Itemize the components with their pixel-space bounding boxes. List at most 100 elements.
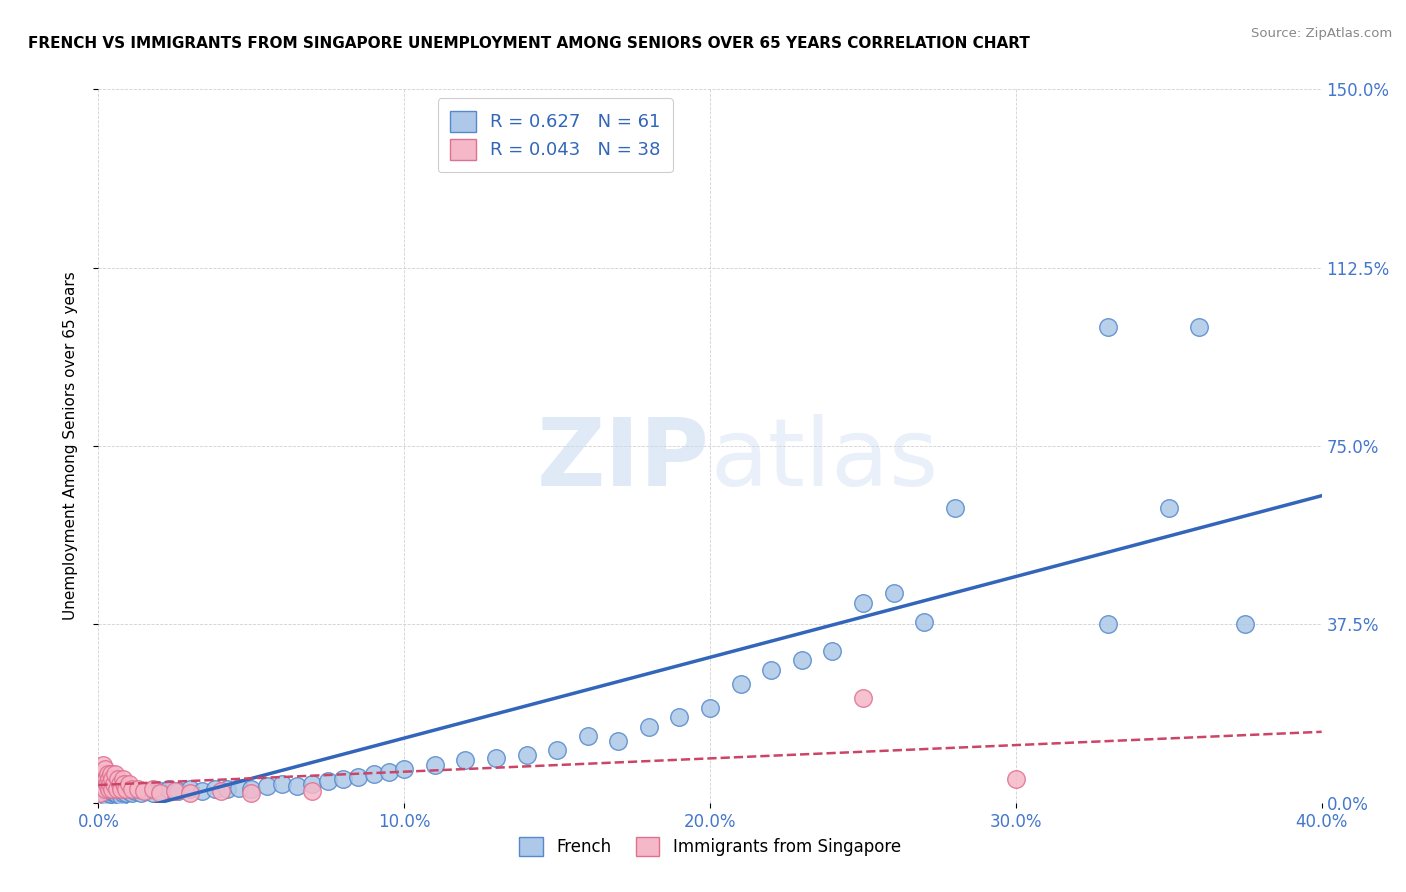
- Point: [1004, 772, 1026, 786]
- Point: [121, 781, 143, 796]
- Point: [94, 789, 117, 803]
- Point: [91, 786, 114, 800]
- Point: [209, 784, 232, 798]
- Point: [163, 784, 186, 798]
- Point: [761, 663, 783, 677]
- Point: [157, 781, 180, 796]
- Point: [347, 770, 370, 784]
- Text: Source: ZipAtlas.com: Source: ZipAtlas.com: [1251, 27, 1392, 40]
- Point: [98, 777, 121, 791]
- Point: [179, 781, 201, 796]
- Point: [378, 764, 401, 779]
- Point: [1188, 320, 1211, 334]
- Point: [121, 786, 143, 800]
- Point: [179, 786, 201, 800]
- Text: ZIP: ZIP: [537, 414, 710, 507]
- Point: [363, 767, 385, 781]
- Point: [93, 772, 115, 786]
- Legend: French, Immigrants from Singapore: French, Immigrants from Singapore: [509, 827, 911, 866]
- Point: [943, 500, 966, 515]
- Point: [97, 767, 120, 781]
- Point: [191, 784, 214, 798]
- Point: [108, 786, 131, 800]
- Point: [111, 786, 134, 800]
- Point: [228, 780, 250, 795]
- Point: [1234, 617, 1257, 632]
- Y-axis label: Unemployment Among Seniors over 65 years: Unemployment Among Seniors over 65 years: [63, 272, 77, 620]
- Point: [100, 767, 122, 781]
- Point: [104, 785, 127, 799]
- Point: [91, 767, 114, 781]
- Point: [423, 757, 446, 772]
- Point: [110, 781, 132, 796]
- Point: [115, 786, 138, 800]
- Point: [149, 786, 172, 800]
- Point: [103, 786, 125, 800]
- Point: [149, 784, 172, 798]
- Point: [101, 785, 124, 799]
- Point: [912, 615, 935, 629]
- Point: [118, 777, 141, 791]
- Point: [730, 677, 752, 691]
- Point: [285, 779, 308, 793]
- Point: [392, 763, 416, 777]
- Point: [546, 743, 568, 757]
- Point: [112, 784, 135, 798]
- Point: [107, 784, 129, 798]
- Point: [96, 777, 118, 791]
- Point: [136, 784, 159, 798]
- Point: [638, 720, 661, 734]
- Point: [485, 750, 508, 764]
- Point: [108, 777, 131, 791]
- Point: [127, 781, 149, 796]
- Point: [852, 691, 875, 706]
- Point: [98, 784, 121, 798]
- Point: [1157, 500, 1180, 515]
- Point: [90, 777, 112, 791]
- Point: [204, 781, 226, 796]
- Text: FRENCH VS IMMIGRANTS FROM SINGAPORE UNEMPLOYMENT AMONG SENIORS OVER 65 YEARS COR: FRENCH VS IMMIGRANTS FROM SINGAPORE UNEM…: [28, 36, 1031, 51]
- Point: [142, 781, 165, 796]
- Point: [215, 782, 238, 797]
- Point: [100, 781, 122, 796]
- Point: [111, 772, 134, 786]
- Point: [142, 786, 165, 800]
- Point: [91, 757, 114, 772]
- Point: [89, 786, 111, 800]
- Point: [94, 772, 117, 786]
- Point: [454, 753, 477, 767]
- Point: [167, 784, 190, 798]
- Point: [104, 767, 127, 781]
- Point: [110, 789, 132, 803]
- Point: [301, 784, 323, 798]
- Point: [240, 786, 263, 800]
- Point: [576, 729, 599, 743]
- Point: [124, 784, 146, 798]
- Point: [107, 772, 129, 786]
- Point: [1097, 617, 1119, 632]
- Point: [97, 786, 120, 800]
- Point: [98, 772, 121, 786]
- Point: [97, 781, 120, 796]
- Point: [790, 653, 813, 667]
- Point: [270, 777, 294, 791]
- Point: [852, 596, 875, 610]
- Point: [256, 779, 278, 793]
- Point: [103, 777, 125, 791]
- Point: [332, 772, 354, 786]
- Point: [883, 586, 905, 600]
- Point: [301, 777, 323, 791]
- Point: [112, 777, 135, 791]
- Point: [699, 700, 721, 714]
- Point: [516, 748, 538, 763]
- Point: [115, 781, 138, 796]
- Point: [93, 784, 115, 798]
- Point: [668, 710, 690, 724]
- Point: [105, 787, 128, 801]
- Point: [1097, 320, 1119, 334]
- Text: atlas: atlas: [710, 414, 938, 507]
- Point: [105, 781, 128, 796]
- Point: [101, 772, 124, 786]
- Point: [607, 734, 630, 748]
- Point: [821, 643, 844, 657]
